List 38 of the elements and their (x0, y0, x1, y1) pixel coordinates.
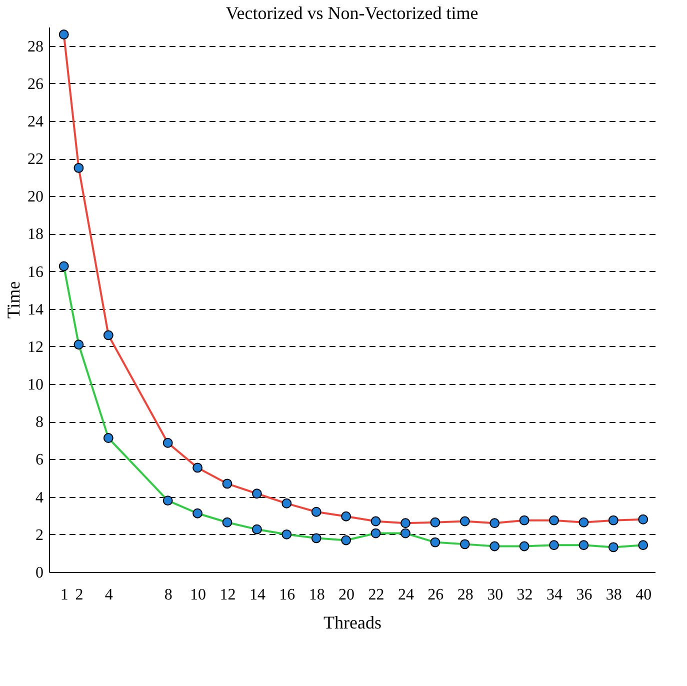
x-tick-label: 36 (576, 586, 592, 604)
y-tick-label: 24 (28, 113, 44, 130)
x-axis-title: Threads (324, 612, 382, 632)
y-tick-label: 4 (36, 489, 44, 506)
y-tick-label: 0 (36, 564, 44, 582)
y-axis-title: Time (4, 281, 24, 319)
x-tick-label: 32 (516, 586, 533, 604)
y-tick-label: 26 (28, 76, 44, 93)
x-tick-label: 34 (546, 586, 562, 604)
y-tick-label: 6 (36, 452, 44, 469)
x-tick-label: 14 (249, 586, 266, 604)
x-tick-label: 8 (164, 586, 172, 604)
x-tick-label: 24 (398, 586, 414, 604)
x-tick-label: 2 (75, 586, 84, 604)
y-tick-label: 28 (28, 38, 44, 56)
y-tick-label: 8 (36, 414, 44, 432)
x-tick-label: 38 (606, 586, 622, 604)
y-tick-label: 12 (28, 338, 44, 356)
x-tick-label: 4 (104, 586, 113, 604)
x-tick-label: 1 (60, 586, 68, 604)
y-tick-label: 22 (28, 151, 44, 168)
y-tick-label: 18 (28, 226, 44, 244)
x-tick-label: 40 (636, 586, 652, 604)
x-tick-label: 26 (428, 586, 444, 604)
y-tick-label: 20 (28, 188, 44, 206)
y-tick-label: 14 (28, 301, 44, 318)
y-tick-label: 2 (36, 526, 44, 544)
x-tick-label: 12 (220, 586, 236, 604)
x-tick-label: 18 (308, 586, 325, 604)
chart-title: Vectorized vs Non-Vectorized time (226, 3, 478, 23)
x-tick-label: 22 (368, 586, 384, 604)
x-tick-label: 10 (190, 586, 206, 604)
y-tick-label: 16 (28, 264, 44, 281)
x-tick-label: 20 (338, 586, 355, 604)
x-tick-label: 16 (279, 586, 296, 604)
x-tick-label: 28 (457, 586, 474, 604)
x-tick-label: 30 (487, 586, 504, 604)
y-tick-label: 10 (28, 376, 44, 394)
